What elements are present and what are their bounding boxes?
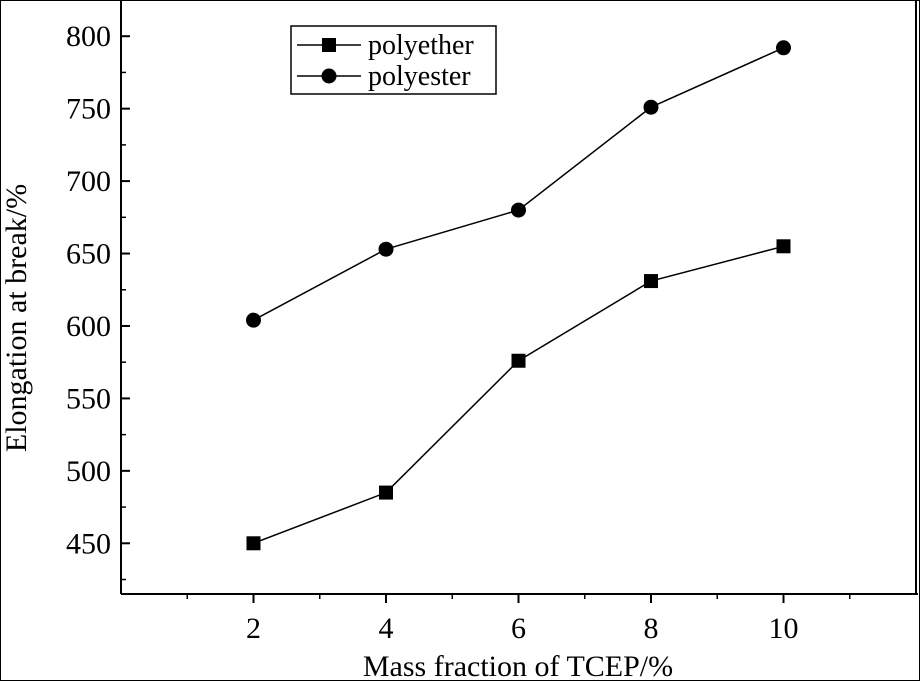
x-tick-label: 4 [379, 612, 394, 645]
y-tick-label: 600 [66, 310, 111, 343]
data-point-polyester [776, 40, 791, 56]
y-tick-label: 650 [66, 238, 111, 271]
y-tick-label: 800 [66, 20, 111, 53]
data-point-polyester [378, 241, 394, 257]
y-tick-label: 550 [66, 382, 111, 415]
legend-label-polyester: polyester [368, 61, 471, 92]
data-point-polyether [379, 485, 393, 500]
legend: polyether polyester [290, 25, 497, 95]
x-ticks: 2 4 6 8 10 [186, 594, 851, 645]
series-line-polyether [253, 245, 784, 544]
legend-marker-polyester [321, 68, 337, 84]
data-point-polyether [511, 353, 526, 368]
legend-box [290, 25, 497, 95]
data-point-polyester [511, 202, 526, 218]
x-axis-title: Mass fraction of TCEP/% [363, 650, 673, 681]
y-tick-label: 750 [66, 93, 111, 126]
series-layer [246, 40, 791, 551]
y-tick-label: 500 [66, 455, 111, 488]
data-point-polyether [776, 239, 791, 254]
y-tick-label: 450 [66, 527, 111, 560]
data-point-polyester [246, 312, 261, 328]
data-point-polyester [643, 99, 659, 115]
plot-area [120, 0, 918, 595]
y-ticks: 450 500 550 600 650 700 750 800 [66, 20, 130, 581]
x-tick-label: 6 [511, 612, 526, 645]
x-tick-label: 10 [769, 612, 799, 645]
y-tick-label: 700 [66, 165, 111, 198]
data-point-polyether [644, 274, 658, 289]
x-tick-label: 2 [246, 612, 261, 645]
y-axis-title: Elongation at break/% [0, 184, 33, 452]
data-point-polyether [246, 536, 261, 551]
x-tick-label: 8 [644, 612, 659, 645]
legend-marker-polyether [322, 38, 336, 52]
legend-label-polyether: polyether [368, 30, 474, 61]
